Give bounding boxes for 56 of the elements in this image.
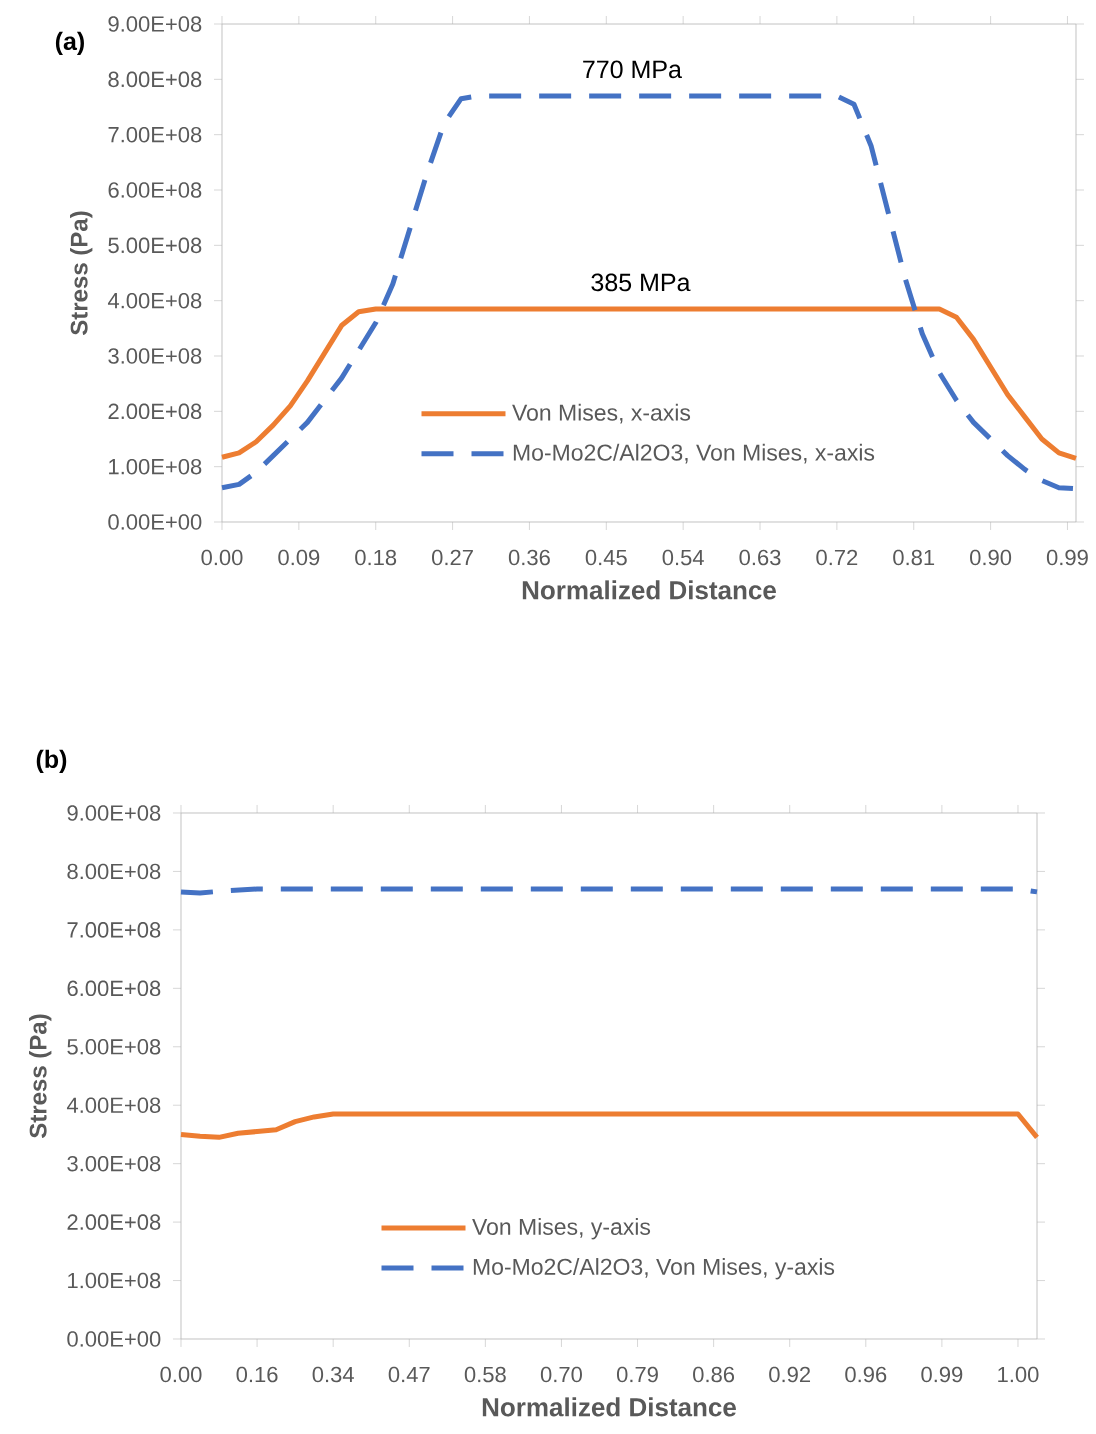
y-tick-label: 0.00E+00 — [67, 1331, 161, 1347]
y-tick-label: 6.00E+08 — [108, 182, 202, 198]
x-tick-label: 0.99 — [1046, 549, 1088, 566]
x-tick-label: 0.70 — [540, 1366, 582, 1383]
x-axis-title: Normalized Distance — [482, 1397, 736, 1417]
x-tick-label: 0.00 — [160, 1366, 202, 1383]
legend-label: Mo-Mo2C/Al2O3, Von Mises, x-axis — [513, 443, 875, 464]
x-tick-label: 0.79 — [616, 1366, 658, 1383]
y-tick-label: 7.00E+08 — [108, 126, 202, 143]
x-tick-label: 0.27 — [431, 549, 473, 566]
y-tick-label: 5.00E+08 — [108, 237, 202, 254]
y-tick-label: 5.00E+08 — [67, 1039, 161, 1055]
x-tick-label: 0.96 — [845, 1366, 887, 1383]
x-tick-label: 0.00 — [201, 549, 243, 566]
y-tick-label: 8.00E+08 — [108, 71, 202, 88]
y-tick-label: 1.00E+08 — [109, 458, 202, 475]
x-tick-label: 0.45 — [585, 549, 627, 566]
y-axis-title: Stress (Pa) — [69, 211, 93, 335]
x-tick-label: 0.47 — [388, 1366, 430, 1383]
x-tick-label: 0.81 — [893, 549, 934, 566]
x-tick-label: 0.99 — [921, 1366, 963, 1383]
y-tick-label: 8.00E+08 — [67, 863, 161, 880]
legend-label: Von Mises, y-axis — [472, 1218, 650, 1240]
x-tick-label: 0.58 — [464, 1366, 506, 1383]
x-tick-label: 0.63 — [739, 549, 781, 566]
y-tick-label: 3.00E+08 — [67, 1155, 161, 1172]
y-tick-label: 6.00E+08 — [67, 980, 161, 997]
y-tick-label: 7.00E+08 — [67, 922, 161, 938]
x-tick-label: 0.36 — [508, 549, 550, 566]
x-tick-label: 0.92 — [769, 1366, 810, 1383]
legend-label: Mo-Mo2C/Al2O3, Von Mises, y-axis — [473, 1258, 835, 1280]
annotation: 770 MPa — [583, 60, 682, 79]
y-tick-label: 4.00E+08 — [107, 292, 202, 309]
x-tick-label: 0.90 — [969, 549, 1012, 566]
x-tick-label: 0.16 — [236, 1366, 278, 1383]
x-axis-title: Normalized Distance — [522, 580, 776, 600]
y-tick-label: 4.00E+08 — [66, 1097, 161, 1114]
chart-title: (b) — [36, 749, 67, 774]
annotation: 385 MPa — [591, 273, 691, 292]
x-tick-label: 0.72 — [816, 549, 858, 566]
y-tick-label: 0.00E+00 — [108, 514, 202, 530]
x-tick-label: 0.09 — [278, 549, 320, 566]
chart-title: (a) — [55, 31, 84, 56]
y-tick-label: 2.00E+08 — [67, 1214, 161, 1230]
x-tick-label: 1.00 — [998, 1366, 1039, 1383]
x-tick-label: 0.34 — [312, 1366, 354, 1383]
x-tick-label: 0.18 — [355, 549, 397, 566]
x-tick-label: 0.54 — [662, 549, 704, 566]
y-axis-title: Stress (Pa) — [28, 1014, 52, 1138]
y-tick-label: 2.00E+08 — [108, 403, 202, 420]
y-tick-label: 9.00E+08 — [67, 805, 161, 821]
y-tick-label: 9.00E+08 — [108, 16, 202, 32]
y-tick-label: 3.00E+08 — [108, 348, 202, 364]
legend-label: Von Mises, x-axis — [512, 403, 690, 424]
x-tick-label: 0.86 — [692, 1366, 734, 1383]
y-tick-label: 1.00E+08 — [68, 1272, 161, 1289]
